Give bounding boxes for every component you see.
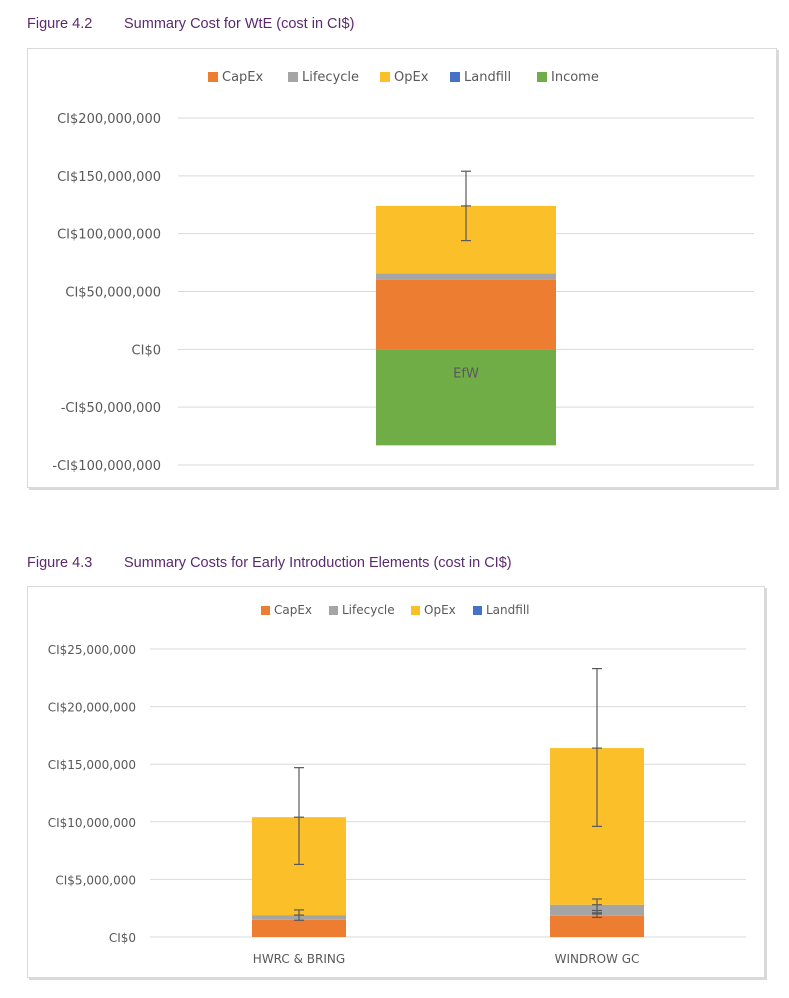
bar-capex-hwrc-bring <box>252 919 346 937</box>
y-tick-label: CI$50,000,000 <box>65 286 161 301</box>
legend-label-landfill: Landfill <box>486 603 530 617</box>
y-tick-label: CI$10,000,000 <box>48 816 136 830</box>
y-tick-label: CI$15,000,000 <box>48 758 136 772</box>
legend-label-capex: CapEx <box>222 70 264 85</box>
figure-number: Figure 4.3 <box>27 555 93 571</box>
figure-4-2-caption: Figure 4.2 Summary Cost for WtE (cost in … <box>27 16 354 32</box>
bar-lifecycle-efw <box>376 273 556 280</box>
figure-4-3-caption: Figure 4.3 Summary Costs for Early Introd… <box>27 555 512 571</box>
legend-swatch-landfill <box>450 72 460 82</box>
y-tick-label: -CI$100,000,000 <box>52 459 161 474</box>
category-label: HWRC & BRING <box>253 952 345 966</box>
y-tick-label: -CI$50,000,000 <box>61 401 161 416</box>
figure-number: Figure 4.2 <box>27 16 93 32</box>
legend-label-opex: OpEx <box>424 603 456 617</box>
legend-swatch-opex <box>411 606 420 615</box>
category-label: EfW <box>453 366 479 381</box>
y-tick-label: CI$5,000,000 <box>55 873 136 887</box>
figure-title: Summary Costs for Early Introduction Ele… <box>124 555 512 571</box>
chart-wte: CapEx Lifecycle OpEx Landfill Income CI$200,0… <box>52 70 754 474</box>
legend-swatch-capex <box>261 606 270 615</box>
legend-swatch-landfill <box>473 606 482 615</box>
legend-label-lifecycle: Lifecycle <box>302 70 359 85</box>
chart-early-introduction: CapEx Lifecycle OpEx Landfill CI$25,000,000 C… <box>48 603 746 966</box>
y-tick-label: CI$20,000,000 <box>48 701 136 715</box>
legend-swatch-capex <box>208 72 218 82</box>
y-tick-label: CI$100,000,000 <box>57 228 161 243</box>
y-tick-label: CI$150,000,000 <box>57 170 161 185</box>
legend-label-opex: OpEx <box>394 70 429 85</box>
legend-label-capex: CapEx <box>274 603 312 617</box>
legend-swatch-opex <box>380 72 390 82</box>
legend-label-landfill: Landfill <box>464 70 511 85</box>
y-tick-label: CI$0 <box>109 931 136 945</box>
chart-frame-early-intro: CapEx Lifecycle OpEx Landfill CI$25,000,000 C… <box>27 586 765 978</box>
bar-capex-windrow-gc <box>550 915 644 937</box>
legend-swatch-lifecycle <box>288 72 298 82</box>
bar-capex-efw <box>376 279 556 350</box>
y-tick-label: CI$200,000,000 <box>57 112 161 127</box>
legend-swatch-income <box>537 72 547 82</box>
legend-swatch-lifecycle <box>329 606 338 615</box>
legend-label-income: Income <box>551 70 599 85</box>
figure-title: Summary Cost for WtE (cost in CI$) <box>124 16 355 32</box>
y-tick-label: CI$0 <box>132 343 161 358</box>
category-label: WINDROW GC <box>555 952 640 966</box>
chart-frame-wte: CapEx Lifecycle OpEx Landfill Income CI$200,0… <box>27 48 777 488</box>
legend-label-lifecycle: Lifecycle <box>342 603 395 617</box>
y-tick-label: CI$25,000,000 <box>48 643 136 657</box>
bar-income-efw <box>376 349 556 446</box>
